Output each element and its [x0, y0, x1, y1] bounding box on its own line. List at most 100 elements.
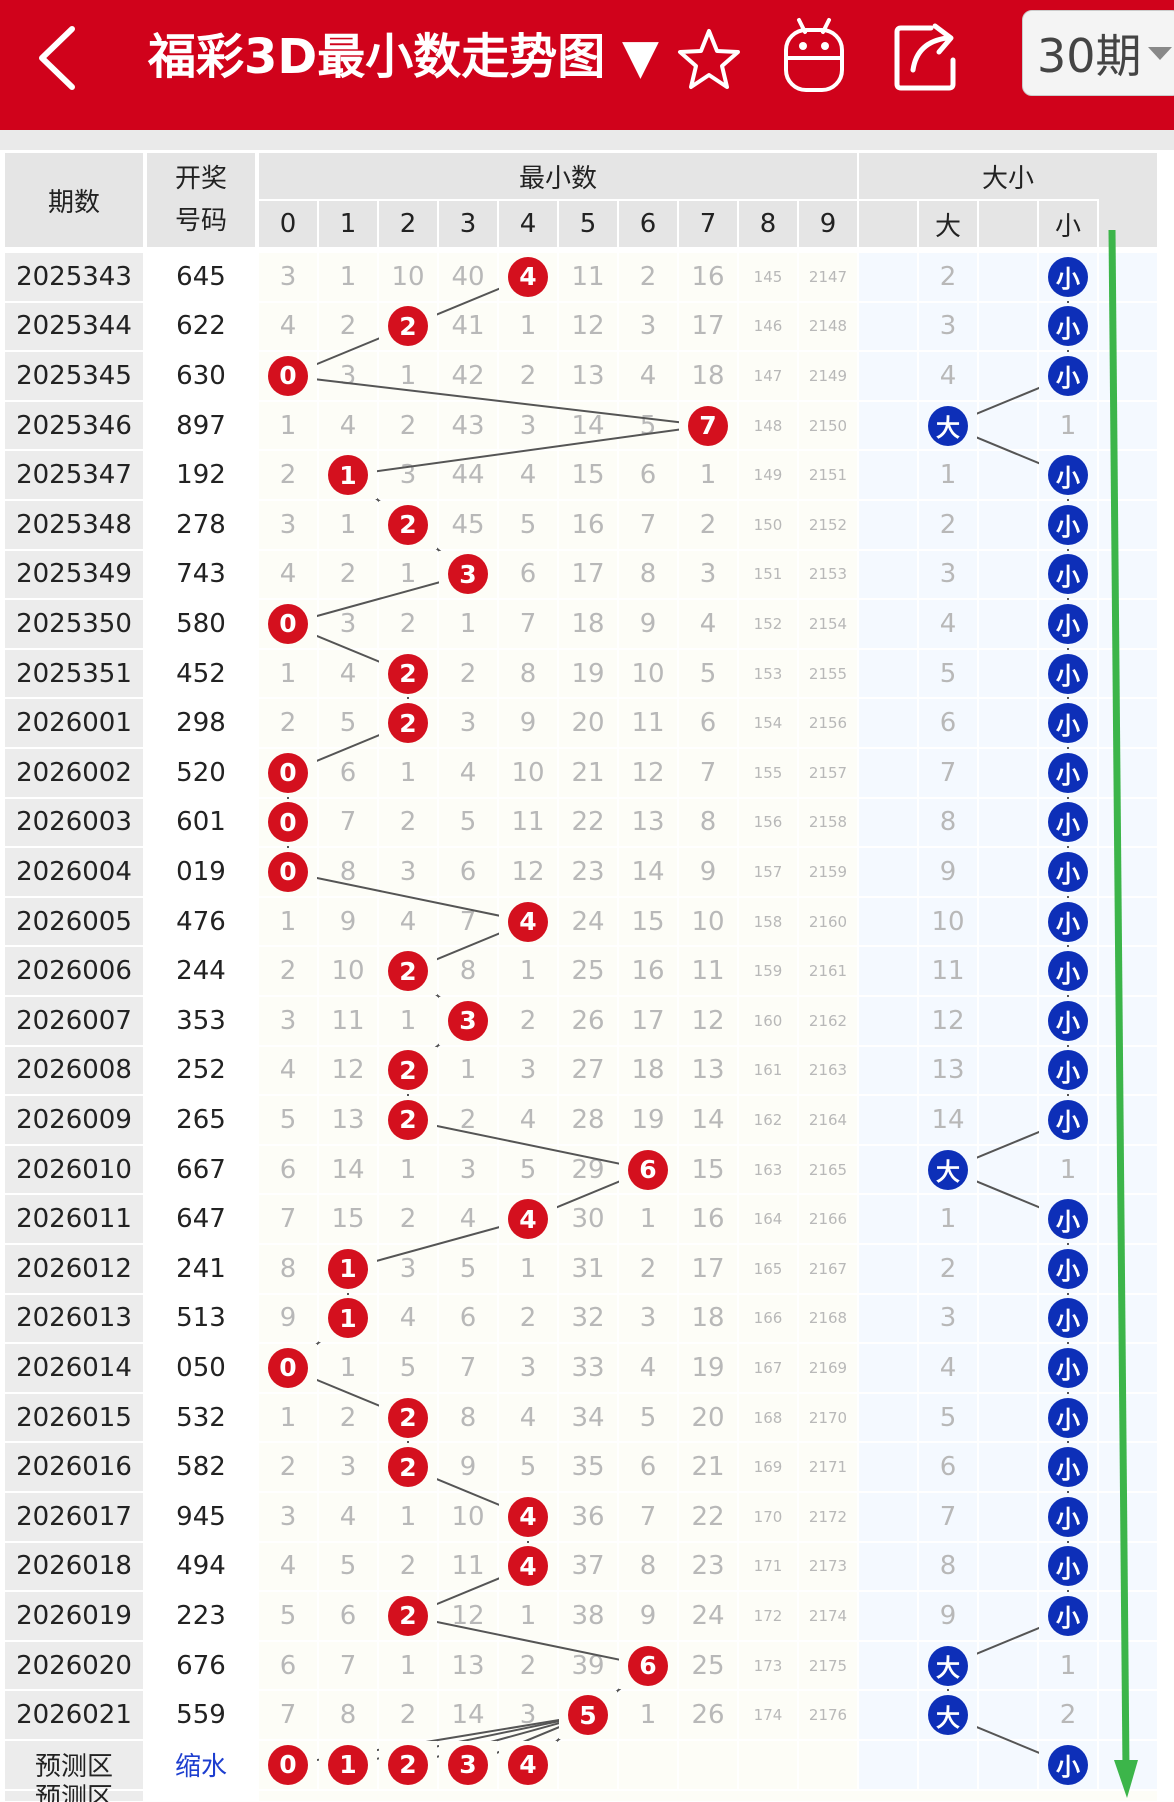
miss-count-cell: 15 — [559, 451, 617, 499]
miss-count-cell: 4 — [319, 1493, 377, 1541]
android-robot-icon — [784, 18, 844, 92]
size-big-ball: 大 — [928, 1149, 968, 1190]
miss-count-cell: 4 — [319, 649, 377, 698]
share-button[interactable] — [888, 16, 966, 96]
draw-number-cell: 676 — [147, 1641, 255, 1690]
miss-count-cell: 3 — [439, 699, 497, 747]
prediction-ball-cell[interactable]: 0 — [259, 1741, 317, 1789]
miss-count-cell: 4 — [259, 1046, 317, 1095]
size-header-small: 小 — [1039, 201, 1097, 247]
miss-count-cell: 169 — [739, 1443, 797, 1491]
trend-lane-cell — [1099, 253, 1157, 301]
miss-count-cell: 7 — [259, 1195, 317, 1243]
min-digit-ball: 0 — [268, 802, 308, 843]
draw-number-cell: 520 — [147, 749, 255, 797]
trend-lane-cell — [1099, 1294, 1157, 1343]
size-small-ball: 小 — [1048, 306, 1088, 347]
min-digit-ball-cell: 2 — [379, 1046, 437, 1095]
miss-count-cell: 19 — [619, 1096, 677, 1144]
trend-lane-cell — [1099, 1741, 1157, 1789]
digit-header-3: 3 — [439, 201, 497, 247]
size-gap-cell — [859, 848, 917, 896]
miss-count-cell: 1 — [379, 1145, 437, 1194]
prediction-ball-cell[interactable]: 1 — [319, 1741, 377, 1789]
min-digit-ball-cell: 0 — [259, 600, 317, 648]
period-cell: 2026008 — [5, 1046, 143, 1095]
digit-header-4: 4 — [499, 201, 557, 247]
prediction-ball-cell[interactable]: 2 — [379, 1741, 437, 1789]
size-gap-cell — [979, 897, 1037, 946]
period-cell: 2026014 — [5, 1344, 143, 1392]
miss-count-cell: 2 — [319, 302, 377, 351]
back-button[interactable] — [22, 20, 92, 96]
prediction-size-big-cell[interactable] — [919, 1741, 977, 1789]
miss-count-cell: 10 — [319, 947, 377, 995]
size-gap-cell — [979, 451, 1037, 499]
min-digit-ball: 0 — [268, 1347, 308, 1388]
period-cell: 2026009 — [5, 1096, 143, 1144]
size-miss-cell: 2 — [919, 253, 977, 301]
size-big-ball-cell: 大 — [919, 1145, 977, 1194]
miss-count-cell: 1 — [499, 1592, 557, 1640]
prediction-ball: 3 — [448, 1744, 488, 1785]
miss-count-cell: 28 — [559, 1096, 617, 1144]
miss-count-cell: 2150 — [799, 401, 857, 450]
miss-count-cell: 12 — [439, 1592, 497, 1640]
size-gap-header — [859, 201, 917, 247]
min-digit-ball: 4 — [508, 1546, 548, 1587]
min-digit-ball-cell: 2 — [379, 1096, 437, 1144]
size-gap-cell — [979, 1443, 1037, 1491]
favorite-button[interactable] — [672, 22, 746, 96]
size-gap-cell — [859, 798, 917, 847]
shrink-link[interactable]: 缩水 — [147, 1741, 255, 1789]
miss-count-cell: 19 — [679, 1344, 737, 1392]
miss-count-cell: 9 — [619, 1592, 677, 1640]
size-miss-cell: 10 — [919, 897, 977, 946]
miss-count-cell: 9 — [259, 1294, 317, 1343]
miss-count-cell: 11 — [499, 798, 557, 847]
android-button[interactable] — [776, 14, 852, 98]
miss-count-cell: 162 — [739, 1096, 797, 1144]
min-digit-ball-cell: 0 — [259, 848, 317, 896]
period-cell: 2026010 — [5, 1145, 143, 1194]
period-cell: 2026001 — [5, 699, 143, 747]
period-cell: 2026020 — [5, 1641, 143, 1690]
miss-count-cell: 12 — [679, 997, 737, 1045]
miss-count-cell: 3 — [259, 501, 317, 549]
size-small-ball: 小 — [1048, 1347, 1088, 1388]
miss-count-cell: 2168 — [799, 1294, 857, 1343]
miss-count-cell: 3 — [379, 451, 437, 499]
prediction-ball-cell[interactable]: 4 — [499, 1741, 557, 1789]
prediction-ball-cell[interactable]: 3 — [439, 1741, 497, 1789]
miss-count-cell: 40 — [439, 253, 497, 301]
size-gap-cell — [979, 501, 1037, 549]
miss-count-cell: 2164 — [799, 1096, 857, 1144]
min-digit-ball-cell: 2 — [379, 501, 437, 549]
miss-count-cell: 1 — [259, 897, 317, 946]
miss-count-cell: 2 — [379, 600, 437, 648]
period-count-select[interactable]: 30期 — [1022, 10, 1174, 96]
min-digit-ball: 1 — [328, 1248, 368, 1289]
miss-count-cell: 174 — [739, 1691, 797, 1739]
draw-number-cell: 897 — [147, 401, 255, 450]
trend-lane-cell — [1099, 1542, 1157, 1591]
size-small-ball: 小 — [1048, 1546, 1088, 1587]
page-title[interactable]: 福彩3D最小数走势图 ▼ — [148, 29, 659, 85]
trend-lane-cell — [1099, 798, 1157, 847]
trend-lane-cell — [1099, 1592, 1157, 1640]
miss-count-cell: 4 — [439, 749, 497, 797]
miss-count-cell: 14 — [559, 401, 617, 450]
min-digit-ball: 2 — [388, 306, 428, 347]
draw-number-cell: 452 — [147, 649, 255, 698]
miss-count-cell: 18 — [619, 1046, 677, 1095]
miss-count-cell: 164 — [739, 1195, 797, 1243]
miss-count-cell: 2160 — [799, 897, 857, 946]
size-gap-cell — [859, 501, 917, 549]
next-row-cell — [147, 1790, 255, 1801]
size-gap-cell — [859, 1741, 917, 1789]
prediction-size-small-cell[interactable]: 小 — [1039, 1741, 1097, 1789]
miss-count-cell: 2 — [379, 401, 437, 450]
period-cell: 2026011 — [5, 1195, 143, 1243]
min-digit-ball: 2 — [388, 653, 428, 694]
